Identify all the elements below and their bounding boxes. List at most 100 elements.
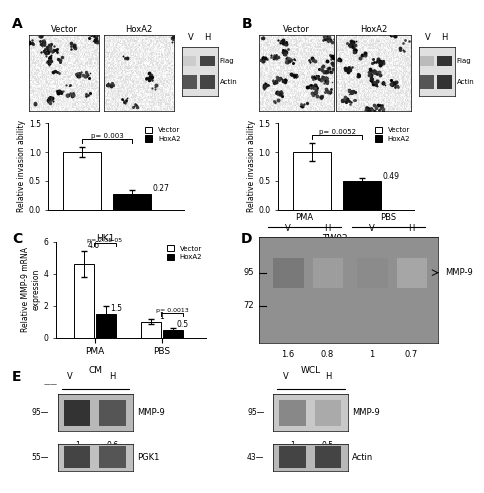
- Point: [365, 107, 373, 115]
- Point: [328, 59, 336, 67]
- Text: 1: 1: [369, 350, 375, 359]
- Point: [148, 76, 156, 84]
- Point: [51, 67, 59, 74]
- Point: [287, 56, 295, 64]
- Point: [363, 106, 370, 114]
- Point: [262, 80, 270, 88]
- Point: [26, 37, 33, 45]
- Text: 0.5: 0.5: [321, 441, 333, 450]
- Point: [44, 48, 51, 56]
- Point: [367, 74, 375, 82]
- Point: [34, 32, 42, 39]
- Point: [363, 105, 370, 112]
- Point: [151, 85, 159, 93]
- Point: [44, 49, 51, 57]
- Text: 72: 72: [243, 301, 254, 310]
- Point: [274, 36, 282, 44]
- Point: [374, 68, 381, 76]
- Point: [311, 74, 318, 82]
- FancyBboxPatch shape: [421, 56, 434, 66]
- Point: [346, 63, 353, 71]
- Point: [327, 85, 335, 93]
- Point: [270, 97, 277, 105]
- Point: [82, 70, 90, 77]
- Point: [300, 101, 307, 109]
- Point: [329, 52, 336, 60]
- Point: [273, 75, 281, 83]
- Point: [290, 55, 298, 63]
- Title: Vector: Vector: [283, 25, 310, 34]
- Point: [313, 73, 320, 81]
- Point: [40, 36, 48, 44]
- Point: [281, 50, 288, 58]
- Point: [69, 92, 76, 100]
- Point: [376, 71, 384, 79]
- Point: [326, 35, 334, 43]
- Point: [379, 59, 387, 67]
- Point: [349, 87, 357, 95]
- Point: [320, 76, 328, 84]
- Point: [344, 63, 352, 71]
- Point: [400, 46, 408, 54]
- Point: [121, 54, 129, 62]
- FancyBboxPatch shape: [421, 75, 434, 89]
- Text: 0.7: 0.7: [405, 350, 418, 359]
- Point: [284, 55, 292, 63]
- Point: [377, 59, 385, 67]
- Point: [343, 66, 351, 73]
- Point: [172, 33, 180, 41]
- Point: [372, 80, 380, 88]
- Point: [363, 106, 371, 114]
- Point: [104, 79, 112, 87]
- Point: [324, 35, 332, 43]
- Point: [344, 65, 352, 72]
- Point: [46, 56, 54, 64]
- Point: [287, 55, 295, 63]
- Point: [323, 64, 331, 71]
- Point: [44, 98, 51, 106]
- Point: [46, 44, 54, 52]
- Point: [271, 79, 278, 87]
- Text: 95: 95: [243, 268, 254, 277]
- Point: [37, 32, 45, 40]
- Point: [271, 52, 279, 60]
- Point: [44, 49, 52, 57]
- Point: [350, 47, 358, 55]
- Point: [277, 37, 285, 45]
- Text: 1: 1: [159, 312, 164, 321]
- Point: [39, 38, 47, 46]
- Text: PBS: PBS: [380, 213, 396, 222]
- Point: [347, 89, 355, 97]
- Point: [41, 45, 49, 53]
- Point: [326, 67, 334, 74]
- Point: [312, 86, 320, 94]
- Point: [53, 68, 61, 75]
- Point: [277, 89, 285, 97]
- Point: [351, 48, 359, 56]
- Point: [376, 57, 384, 65]
- Point: [276, 38, 284, 46]
- Text: Actin: Actin: [220, 79, 237, 85]
- Point: [379, 79, 387, 87]
- FancyBboxPatch shape: [397, 258, 427, 287]
- Point: [343, 94, 350, 102]
- Point: [363, 107, 371, 115]
- Point: [284, 55, 291, 63]
- Text: 1: 1: [290, 441, 295, 450]
- Point: [322, 75, 330, 83]
- Point: [142, 75, 150, 83]
- Text: 0.5: 0.5: [177, 320, 189, 329]
- Point: [259, 54, 267, 62]
- Point: [373, 77, 380, 85]
- Point: [392, 78, 400, 86]
- Y-axis label: Relative MMP-9 mRNA
expression: Relative MMP-9 mRNA expression: [21, 247, 40, 332]
- Point: [59, 87, 67, 95]
- Point: [287, 70, 295, 78]
- Point: [362, 51, 369, 59]
- Point: [121, 98, 128, 106]
- Point: [46, 99, 54, 106]
- Y-axis label: Relative invasion ability: Relative invasion ability: [17, 120, 26, 212]
- FancyBboxPatch shape: [357, 258, 388, 287]
- Point: [347, 89, 354, 97]
- Point: [146, 71, 154, 79]
